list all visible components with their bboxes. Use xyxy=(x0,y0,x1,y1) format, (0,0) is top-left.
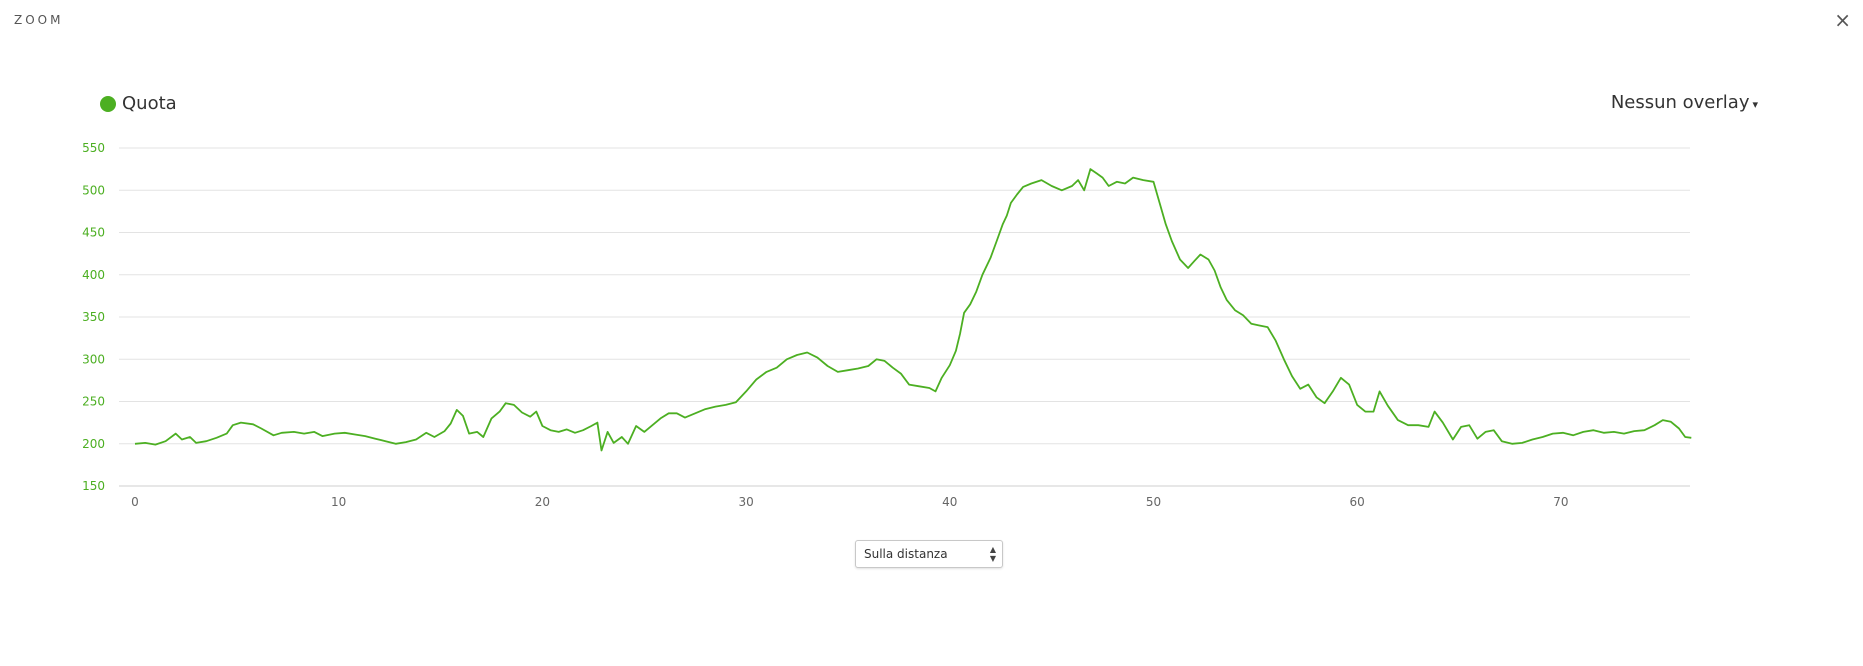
x-tick-label: 20 xyxy=(535,495,550,509)
overlay-dropdown[interactable]: Nessun overlay ▾ xyxy=(1611,92,1758,113)
x-tick-label: 50 xyxy=(1146,495,1161,509)
x-tick-label: 60 xyxy=(1350,495,1365,509)
x-axis-ticks: 0 10 20 30 40 50 60 70 xyxy=(131,495,1568,509)
close-icon[interactable]: × xyxy=(1834,8,1851,32)
legend-label: Quota xyxy=(122,93,177,114)
y-tick-label: 250 xyxy=(82,395,105,409)
axis-mode-value: Sulla distanza xyxy=(864,547,948,561)
arrow-up-icon: ▲ xyxy=(989,545,996,554)
modal-title: ZOOM xyxy=(14,13,64,27)
y-tick-label: 550 xyxy=(82,141,105,155)
y-tick-label: 500 xyxy=(82,183,105,197)
overlay-label: Nessun overlay xyxy=(1610,92,1750,113)
x-tick-label: 0 xyxy=(131,495,139,509)
y-tick-label: 200 xyxy=(82,437,105,451)
x-tick-label: 10 xyxy=(331,495,346,509)
elevation-chart: 150 200 250 300 350 400 450 500 550 0 10 20 30 40 50 6… xyxy=(82,141,1692,509)
y-tick-label: 300 xyxy=(82,352,105,366)
axis-mode-select[interactable]: Sulla distanza ▲ ▼ xyxy=(855,540,1003,568)
chevron-down-icon: ▾ xyxy=(1752,97,1758,111)
y-tick-label: 400 xyxy=(82,268,105,282)
legend-marker xyxy=(100,95,116,112)
x-tick-label: 30 xyxy=(738,495,753,509)
y-axis-ticks: 150 200 250 300 350 400 450 500 550 xyxy=(82,141,105,493)
series-line-quota xyxy=(134,168,1692,452)
y-tick-label: 450 xyxy=(82,226,105,240)
legend-item-quota[interactable]: Quota xyxy=(100,93,177,114)
arrow-down-icon: ▼ xyxy=(989,554,996,563)
y-tick-label: 350 xyxy=(82,310,105,324)
x-tick-label: 70 xyxy=(1553,495,1568,509)
x-tick-label: 40 xyxy=(942,495,957,509)
select-arrows-icon: ▲ ▼ xyxy=(990,545,996,563)
grid-lines xyxy=(119,147,1690,487)
y-tick-label: 150 xyxy=(82,479,105,493)
